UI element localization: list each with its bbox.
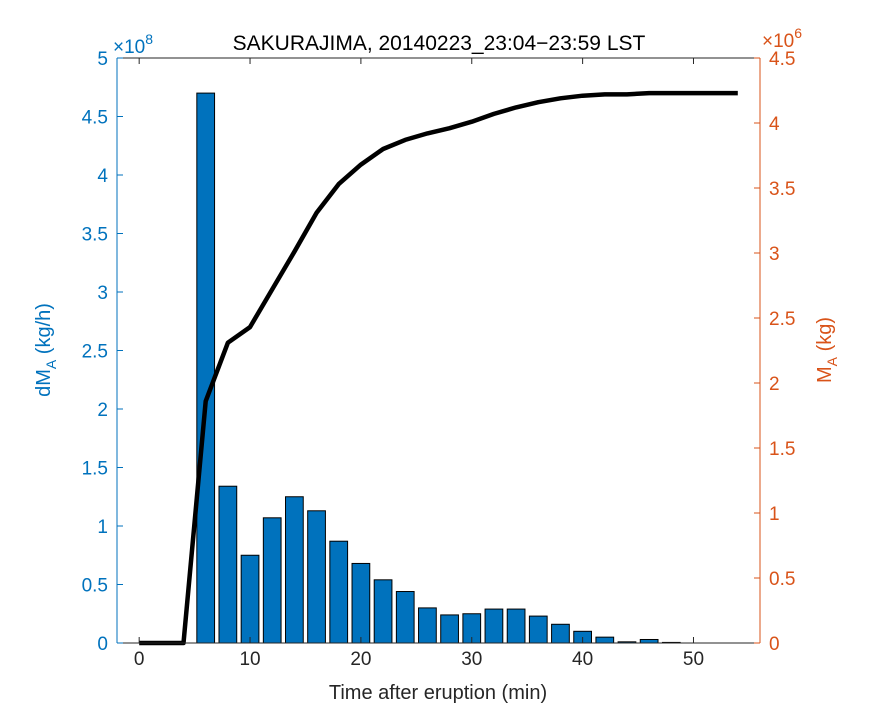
x-tick-label: 50 [683, 649, 704, 670]
right-tick-label: 2.5 [769, 309, 795, 330]
bar [484, 608, 504, 644]
right-tick-label: 3.5 [769, 179, 795, 200]
left-tick-label: 3 [97, 283, 108, 304]
cumulative-mass-line [139, 90, 738, 646]
bar [196, 92, 216, 644]
bar [639, 638, 659, 644]
x-tick-label: 40 [572, 649, 593, 670]
left-tick-label: 4 [97, 166, 108, 187]
bar [528, 615, 548, 644]
left-tick-label: 0 [97, 634, 108, 655]
bar [262, 517, 282, 644]
bar [329, 540, 349, 644]
left-tick-label: 1 [97, 517, 108, 538]
right-tick-label: 3 [769, 244, 780, 265]
bar [373, 579, 393, 644]
chart-title: SAKURAJIMA, 20140223_23:04−23:59 LST [233, 32, 646, 55]
x-tick-label: 30 [461, 649, 482, 670]
right-tick-label: 0.5 [769, 569, 795, 590]
right-tick-label: 4.5 [769, 49, 795, 70]
left-tick-label: 3.5 [82, 225, 108, 246]
bar [218, 485, 238, 644]
left-tick-label: 0.5 [82, 576, 108, 597]
right-tick-label: 0 [769, 634, 780, 655]
left-tick-label: 4.5 [82, 108, 108, 129]
bar [351, 562, 371, 644]
bars-layer [196, 92, 681, 644]
left-tick-label: 2.5 [82, 342, 108, 363]
bar [551, 623, 570, 644]
bar [285, 496, 304, 644]
right-axis-multiplier: ×106 [762, 25, 802, 52]
right-tick-label: 4 [769, 114, 780, 135]
right-tick-label: 1.5 [769, 439, 795, 460]
bar [506, 608, 526, 644]
x-tick-label: 20 [350, 649, 371, 670]
bar [595, 636, 615, 644]
right-axis-label: MA (kg) [814, 317, 840, 383]
x-tick-label: 0 [134, 649, 145, 670]
bar [395, 591, 415, 644]
left-tick-label: 1.5 [82, 459, 108, 480]
left-axis-multiplier: ×108 [113, 31, 153, 58]
x-axis-label: Time after eruption (min) [329, 682, 547, 704]
axes-layer: 0 10 20 30 40 5000.511.522.533.544.5500.511.5… [82, 49, 796, 670]
bar [418, 607, 437, 644]
left-tick-label: 5 [97, 49, 108, 70]
bar [440, 614, 459, 644]
right-tick-label: 1 [769, 504, 780, 525]
bar [307, 510, 326, 644]
left-axis-label: dMA (kg/h) [33, 303, 59, 397]
x-tick-label: 10 [239, 649, 260, 670]
bar [240, 554, 260, 644]
right-tick-label: 2 [769, 374, 780, 395]
left-tick-label: 2 [97, 400, 108, 421]
